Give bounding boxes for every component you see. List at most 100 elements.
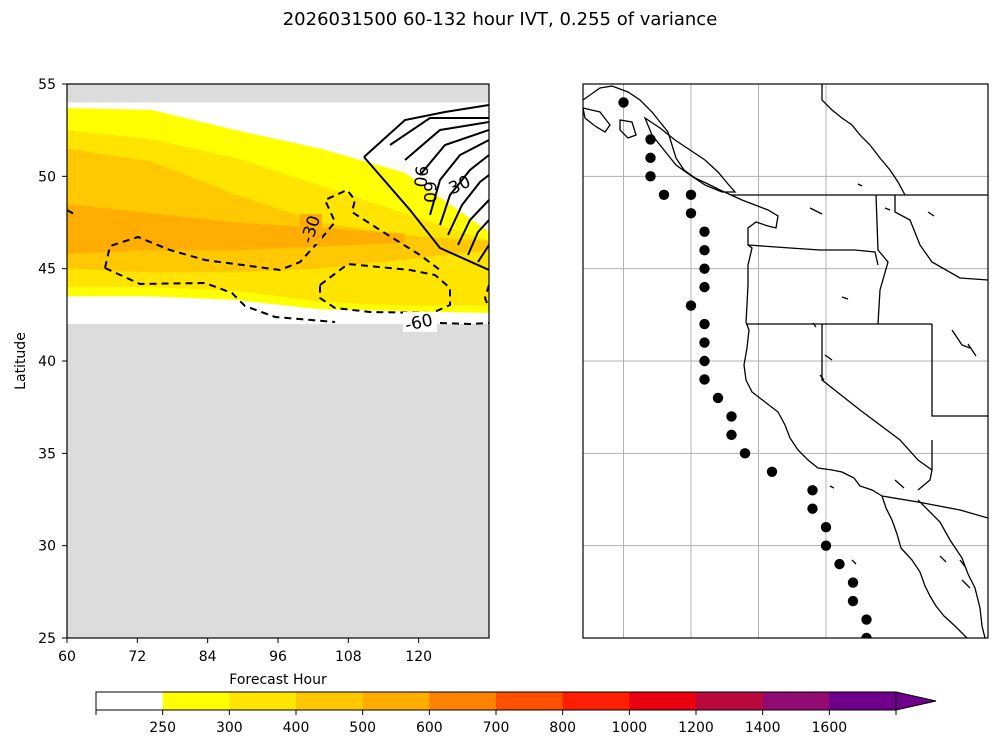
station-point xyxy=(739,448,751,459)
x-tick-label: 84 xyxy=(199,649,217,665)
station-point xyxy=(807,503,818,514)
colorbar: 250 300 400 500 600 700 800 1000 1200 1400 1600 xyxy=(95,691,937,736)
station-point xyxy=(685,208,697,219)
contour-solid-180 xyxy=(429,139,489,216)
station-point xyxy=(699,374,710,385)
station-point xyxy=(685,189,697,200)
x-tick-label: 72 xyxy=(128,649,146,665)
contour-solid-300 xyxy=(467,219,489,256)
station-point xyxy=(847,595,859,607)
station-point xyxy=(766,466,778,477)
coastline xyxy=(583,85,968,638)
colorbar-cell xyxy=(696,692,764,710)
border-montana xyxy=(894,195,988,281)
station-point xyxy=(699,318,710,330)
figure-title: 2026031500 60-132 hour IVT, 0.255 of var… xyxy=(282,9,718,30)
station-point xyxy=(847,577,859,588)
station-point xyxy=(726,429,737,441)
y-axis-label: Latitude xyxy=(13,332,29,390)
station-point xyxy=(861,614,872,625)
label-bg-1 xyxy=(300,214,322,244)
alaska-panhandle-islands xyxy=(583,107,637,139)
colorbar-ticks: 250 300 400 500 600 700 800 1000 1200 1400 1600 xyxy=(95,710,897,736)
lake-1 xyxy=(809,207,977,357)
y-tick-label: 25 xyxy=(38,631,56,647)
station-point xyxy=(861,632,872,638)
colorbar-tick-label: 800 xyxy=(549,720,576,736)
colorbar-cell xyxy=(629,692,697,710)
colorbar-tick-label: 1400 xyxy=(745,720,781,736)
y-tick-label: 40 xyxy=(38,354,56,370)
x-tick-label: 108 xyxy=(335,649,362,665)
contour-dashed-east xyxy=(483,284,489,309)
colorbar-cell xyxy=(162,692,230,710)
border-ca-nv xyxy=(821,324,933,471)
y-tick-label: 55 xyxy=(38,77,56,93)
contour-solid-30 xyxy=(363,104,489,158)
colorbar-cell xyxy=(296,692,364,710)
colorbar-cell xyxy=(562,692,630,710)
station-points xyxy=(618,97,872,638)
colorbar-tick-label: 400 xyxy=(283,720,310,736)
y-tick-label: 35 xyxy=(38,446,56,462)
contour-dashed-inner xyxy=(319,262,451,315)
right-map-panel xyxy=(582,83,989,639)
colorbar-cell xyxy=(96,692,164,710)
colorbar-cell xyxy=(496,692,564,710)
colorbar-cell xyxy=(829,692,897,710)
border-wa-or xyxy=(747,244,879,266)
station-point xyxy=(820,540,832,551)
contour-solid-60 xyxy=(363,156,489,271)
contour-dashed-edge xyxy=(67,209,75,215)
contour-dashed-minus60 xyxy=(104,267,336,323)
colorbar-tick-label: 1600 xyxy=(812,720,848,736)
station-point xyxy=(645,171,656,182)
colorbar-cell xyxy=(429,692,497,710)
y-axis-ticks: 25 30 35 40 45 50 55 xyxy=(38,77,67,647)
station-point xyxy=(820,522,832,533)
colorbar-tick-label: 600 xyxy=(416,720,443,736)
contour-solid-150 xyxy=(419,129,489,176)
station-point xyxy=(699,263,710,274)
station-point xyxy=(699,337,710,348)
left-panel: -30 -60 90 60 30 60 72 84 96 108 120 25 30 35 40… xyxy=(13,77,490,688)
station-point xyxy=(658,189,670,200)
contour-solid-210 xyxy=(439,154,489,226)
contour-label-90: 90 xyxy=(409,165,431,188)
border-nv-ut xyxy=(931,324,988,417)
colorbar-tick-label: 300 xyxy=(216,720,243,736)
y-tick-label: 45 xyxy=(38,262,56,278)
anomaly-contours xyxy=(67,104,489,326)
station-point xyxy=(712,392,724,404)
station-point xyxy=(699,226,710,237)
border-idaho xyxy=(875,194,889,325)
contour-solid-330 xyxy=(477,244,489,263)
contour-dashed-minus30-west xyxy=(104,188,441,272)
contour-dashed-lower xyxy=(439,322,489,326)
colorbar-cells xyxy=(95,691,897,711)
station-point xyxy=(699,245,710,256)
y-tick-label: 30 xyxy=(38,539,56,555)
x-tick-label: 120 xyxy=(405,649,432,665)
x-axis-label: Forecast Hour xyxy=(229,672,327,688)
station-point xyxy=(699,355,710,367)
colorbar-cell xyxy=(362,692,430,710)
border-us-mexico xyxy=(881,495,988,519)
station-point xyxy=(807,485,818,496)
colorbar-cell xyxy=(229,692,297,710)
colorbar-cell xyxy=(762,692,830,710)
station-point xyxy=(618,97,629,108)
station-point xyxy=(645,152,656,164)
colorbar-extend-arrow xyxy=(895,691,937,711)
contour-labels: -30 -60 90 60 30 xyxy=(297,165,473,336)
lake-2 xyxy=(812,183,891,381)
border-arizona xyxy=(917,440,933,491)
right-axes-frame xyxy=(582,83,989,639)
map-geography xyxy=(583,84,988,638)
colorbar-tick-label: 1200 xyxy=(678,720,714,736)
colorbar-tick-label: 250 xyxy=(149,720,176,736)
x-tick-label: 60 xyxy=(58,649,76,665)
x-axis-ticks: 60 72 84 96 108 120 xyxy=(58,638,432,665)
colorbar-tick-label: 700 xyxy=(483,720,510,736)
